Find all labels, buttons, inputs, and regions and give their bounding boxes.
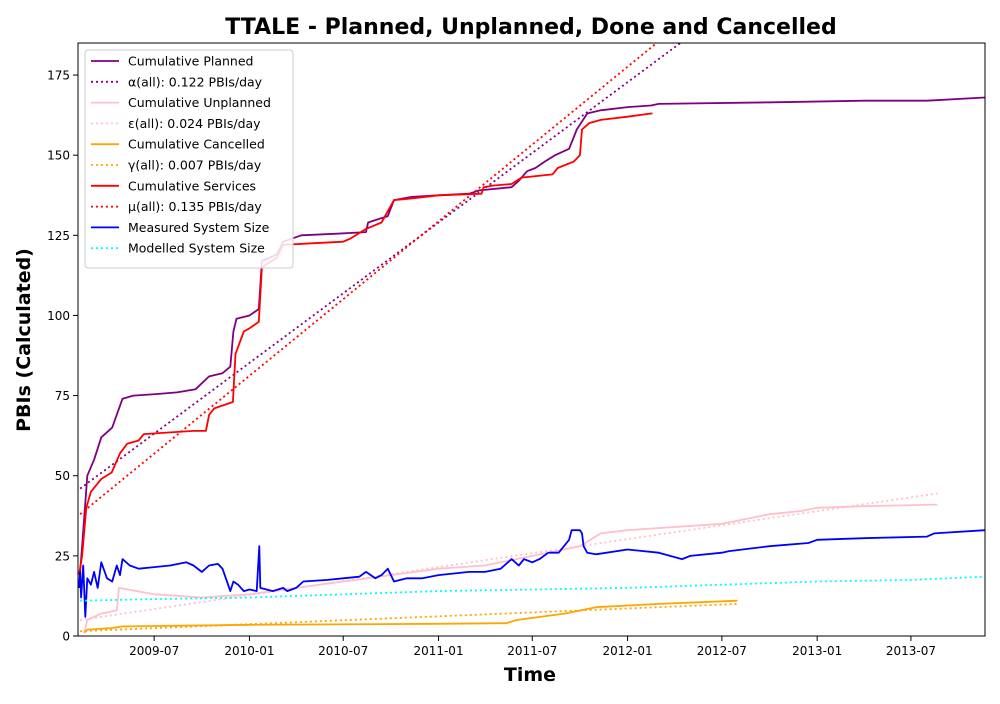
x-axis-label: Time xyxy=(504,664,556,686)
legend-label-all-0-122-pbis-day: α(all): 0.122 PBIs/day xyxy=(128,74,263,89)
legend-label-all-0-007-pbis-day: γ(all): 0.007 PBIs/day xyxy=(128,158,262,173)
y-tick-label-100: 100 xyxy=(47,309,70,323)
x-tick-label-2012-07: 2012-07 xyxy=(697,644,747,658)
x-tick-label-2013-07: 2013-07 xyxy=(886,644,936,658)
legend: Cumulative Planned α(all): 0.122 PBIs/day… xyxy=(85,50,293,268)
x-tick-label-2013-01: 2013-01 xyxy=(792,644,842,658)
x-tick-label-2012-01: 2012-01 xyxy=(603,644,653,658)
legend-label-cumulative-planned: Cumulative Planned xyxy=(128,54,253,69)
legend-label-cumulative-services: Cumulative Services xyxy=(128,178,256,193)
legend-label-modelled-system-size: Modelled System Size xyxy=(128,241,265,256)
x-tick-label-2010-01: 2010-01 xyxy=(224,644,274,658)
y-tick-label-0: 0 xyxy=(62,630,70,644)
y-tick-label-75: 75 xyxy=(55,389,70,403)
legend-label-cumulative-unplanned: Cumulative Unplanned xyxy=(128,95,271,110)
y-tick-label-50: 50 xyxy=(55,469,70,483)
legend-label-measured-system-size: Measured System Size xyxy=(128,220,270,235)
y-tick-label-150: 150 xyxy=(47,149,70,163)
x-tick-label-2009-07: 2009-07 xyxy=(129,644,179,658)
legend-label-all-0-024-pbis-day: ε(all): 0.024 PBIs/day xyxy=(128,116,261,131)
x-tick-label-2010-07: 2010-07 xyxy=(318,644,368,658)
y-tick-label-25: 25 xyxy=(55,549,70,563)
legend-label-cumulative-cancelled: Cumulative Cancelled xyxy=(128,137,265,152)
chart-title: TTALE - Planned, Unplanned, Done and Can… xyxy=(225,15,836,40)
legend-label-all-0-135-pbis-day: μ(all): 0.135 PBIs/day xyxy=(128,199,262,214)
x-tick-label-2011-01: 2011-01 xyxy=(413,644,463,658)
y-tick-label-175: 175 xyxy=(47,69,70,83)
y-tick-label-125: 125 xyxy=(47,229,70,243)
y-axis-label: PBIs (Calculated) xyxy=(13,248,35,432)
x-tick-label-2011-07: 2011-07 xyxy=(507,644,557,658)
